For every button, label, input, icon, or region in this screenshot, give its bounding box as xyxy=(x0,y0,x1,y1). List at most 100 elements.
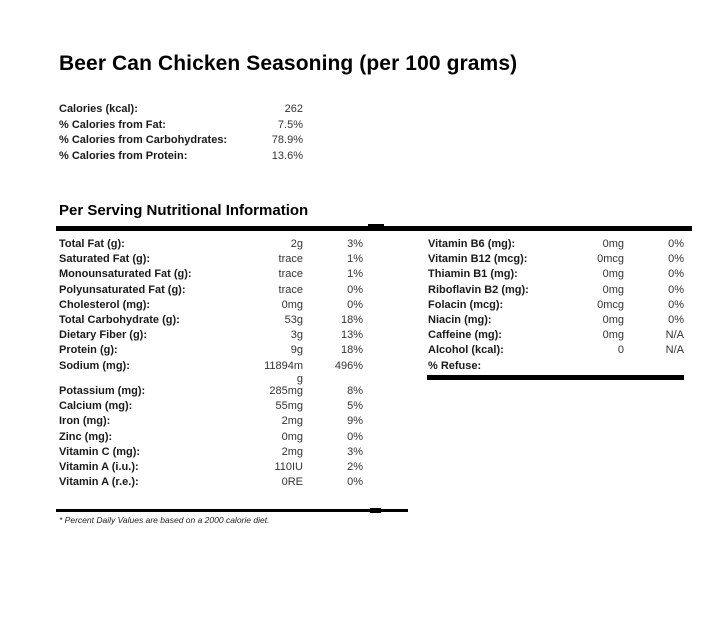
nutrient-percent: 0% xyxy=(668,313,684,326)
nutrient-amount: 2mg xyxy=(281,415,303,428)
nutrient-label: Sodium (mg): xyxy=(59,359,130,372)
nutrient-percent: 3% xyxy=(347,238,363,250)
divider-right-bottom xyxy=(427,375,684,380)
nutrient-row: Calcium (mg): 55mg 5% xyxy=(59,400,369,415)
nutrient-amount: 0mcg xyxy=(597,253,624,266)
nutrient-amount: 285mg xyxy=(269,385,303,397)
nutrient-label: Vitamin A (r.e.): xyxy=(59,476,139,489)
nutrients-right-column: Vitamin B6 (mg): 0mg 0% Vitamin B12 (mcg… xyxy=(428,238,688,375)
nutrient-amount: 0mg xyxy=(281,430,303,443)
nutrient-amount: 9g xyxy=(290,344,303,357)
nutrient-percent: 5% xyxy=(347,400,363,413)
summary-value: 262 xyxy=(284,103,303,115)
nutrient-amount: 0mg xyxy=(602,238,624,250)
nutrient-amount: 0 xyxy=(617,344,624,357)
nutrient-row: Vitamin B6 (mg): 0mg 0% xyxy=(428,238,688,253)
nutrient-row: Monounsaturated Fat (g): trace 1% xyxy=(59,268,369,283)
nutrient-label: Thiamin B1 (mg): xyxy=(428,268,518,281)
nutrient-amount: 2g xyxy=(290,238,303,250)
nutrient-amount: 53g xyxy=(284,313,303,326)
nutrient-amount: 0mg xyxy=(602,268,624,281)
nutrient-amount: 0mg xyxy=(602,313,624,326)
nutrient-row: Riboflavin B2 (mg): 0mg 0% xyxy=(428,284,688,299)
nutrient-percent: 1% xyxy=(347,268,363,281)
nutrient-label: Calcium (mg): xyxy=(59,400,133,413)
nutrient-label: Saturated Fat (g): xyxy=(59,253,151,266)
nutrient-amount: 55mg xyxy=(275,400,303,413)
nutrient-row: Vitamin C (mg): 2mg 3% xyxy=(59,446,369,461)
nutrient-row: Sodium (mg): 11894mg 496% xyxy=(59,360,369,386)
nutrient-percent: 0% xyxy=(668,283,684,296)
summary-label: % Calories from Fat: xyxy=(59,118,166,131)
summary-value: 7.5% xyxy=(277,118,303,131)
nutrient-row: Protein (g): 9g 18% xyxy=(59,344,369,359)
nutrient-percent: N/A xyxy=(665,344,684,357)
nutrient-percent: 0% xyxy=(347,298,363,311)
nutrient-row: Folacin (mcg): 0mcg 0% xyxy=(428,299,688,314)
divider-notch xyxy=(368,224,384,226)
nutrient-label: Vitamin C (mg): xyxy=(59,445,141,458)
divider-top xyxy=(56,226,692,231)
summary-label: Calories (kcal): xyxy=(59,103,138,115)
nutrient-percent: 13% xyxy=(340,329,363,342)
nutrient-percent: 496% xyxy=(334,359,363,372)
nutrient-row: Cholesterol (mg): 0mg 0% xyxy=(59,299,369,314)
nutrient-percent: 0% xyxy=(347,430,363,443)
nutrient-row: Niacin (mg): 0mg 0% xyxy=(428,314,688,329)
nutrient-label: % Refuse: xyxy=(428,359,482,372)
nutrient-amount: 0mg xyxy=(602,283,624,296)
nutrients-left-column: Total Fat (g): 2g 3% Saturated Fat (g): … xyxy=(59,238,369,491)
nutrient-label: Potassium (mg): xyxy=(59,385,146,397)
nutrient-percent: 0% xyxy=(668,298,684,311)
summary-row-fat: % Calories from Fat: 7.5% xyxy=(59,119,305,135)
nutrient-label: Niacin (mg): xyxy=(428,313,492,326)
nutrient-amount: 3g xyxy=(290,329,303,342)
nutrient-label: Iron (mg): xyxy=(59,415,111,428)
footnote: * Percent Daily Values are based on a 20… xyxy=(59,515,270,525)
nutrient-amount: 11894mg xyxy=(264,359,303,385)
nutrient-label: Total Carbohydrate (g): xyxy=(59,313,180,326)
nutrient-label: Zinc (mg): xyxy=(59,430,113,443)
nutrient-label: Total Fat (g): xyxy=(59,238,125,250)
nutrient-label: Vitamin A (i.u.): xyxy=(59,460,139,473)
section-title: Per Serving Nutritional Information xyxy=(59,202,309,219)
nutrient-label: Vitamin B12 (mcg): xyxy=(428,253,528,266)
nutrient-row: Saturated Fat (g): trace 1% xyxy=(59,253,369,268)
summary-label: % Calories from Carbohydrates: xyxy=(59,134,228,146)
nutrient-row: Total Carbohydrate (g): 53g 18% xyxy=(59,314,369,329)
summary-row-protein: % Calories from Protein: 13.6% xyxy=(59,150,305,166)
summary-label: % Calories from Protein: xyxy=(59,149,188,162)
nutrient-label: Vitamin B6 (mg): xyxy=(428,238,516,250)
nutrient-percent: 18% xyxy=(340,313,363,326)
nutrient-amount: trace xyxy=(278,283,303,296)
page-title: Beer Can Chicken Seasoning (per 100 gram… xyxy=(59,52,518,75)
nutrient-percent: 0% xyxy=(668,238,684,250)
divider-notch-bottom xyxy=(370,508,381,513)
summary-value: 78.9% xyxy=(271,134,303,146)
nutrient-label: Cholesterol (mg): xyxy=(59,298,151,311)
nutrient-label: Folacin (mcg): xyxy=(428,298,504,311)
nutrient-label: Alcohol (kcal): xyxy=(428,344,504,357)
nutrient-amount: 0RE xyxy=(281,476,303,489)
nutrient-row: Caffeine (mg): 0mg N/A xyxy=(428,329,688,344)
nutrient-percent: 0% xyxy=(668,268,684,281)
nutrient-label: Dietary Fiber (g): xyxy=(59,329,148,342)
nutrient-row: Dietary Fiber (g): 3g 13% xyxy=(59,329,369,344)
nutrient-row: Zinc (mg): 0mg 0% xyxy=(59,431,369,446)
nutrient-row: Vitamin A (i.u.): 110IU 2% xyxy=(59,461,369,476)
nutrient-percent: 8% xyxy=(347,385,363,397)
nutrient-percent: 9% xyxy=(347,415,363,428)
nutrient-label: Monounsaturated Fat (g): xyxy=(59,268,192,281)
nutrient-row: Total Fat (g): 2g 3% xyxy=(59,238,369,253)
nutrient-row: Potassium (mg): 285mg 8% xyxy=(59,385,369,400)
nutrient-label: Caffeine (mg): xyxy=(428,329,502,342)
nutrient-row: Polyunsaturated Fat (g): trace 0% xyxy=(59,284,369,299)
nutrient-amount: 110IU xyxy=(274,460,303,473)
nutrient-percent: 0% xyxy=(347,476,363,489)
nutrient-percent: 0% xyxy=(347,283,363,296)
nutrient-percent: 18% xyxy=(340,344,363,357)
nutrient-percent: N/A xyxy=(665,329,684,342)
nutrient-amount: trace xyxy=(278,253,303,266)
nutrient-label: Riboflavin B2 (mg): xyxy=(428,283,529,296)
nutrient-row: Thiamin B1 (mg): 0mg 0% xyxy=(428,268,688,283)
